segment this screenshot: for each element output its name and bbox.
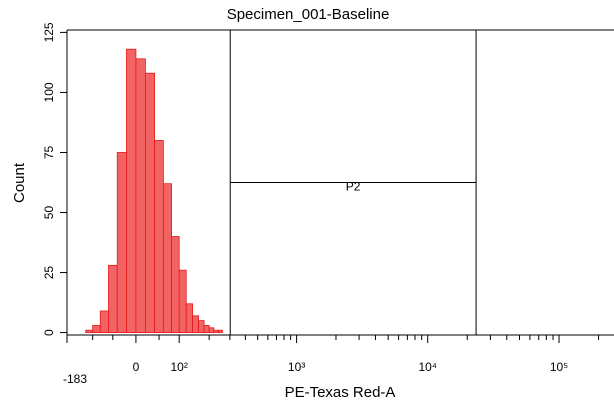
x-tick-label: 10² <box>171 360 188 374</box>
histogram-bar <box>92 324 101 333</box>
y-tick-label: 75 <box>42 145 56 159</box>
histogram-bar <box>192 315 199 333</box>
y-tick-label: 0 <box>42 329 56 336</box>
y-tick-label: 100 <box>42 82 56 102</box>
histogram-bar <box>144 72 156 333</box>
histogram-bar <box>85 329 94 333</box>
histogram-bar <box>126 48 137 333</box>
histogram-bar <box>135 58 146 333</box>
x-tick-label: 10³ <box>288 360 305 374</box>
chart-title: Specimen_001-Baseline <box>227 6 390 23</box>
y-tick-label: 125 <box>42 22 56 42</box>
histogram-bar <box>154 140 164 333</box>
x-tick-label: 10⁵ <box>550 360 568 374</box>
histogram-bar <box>213 329 219 333</box>
x-tick-label: -183 <box>63 372 87 386</box>
histogram-bar <box>178 269 187 333</box>
y-tick-label: 25 <box>42 266 56 280</box>
x-tick-label: 10⁴ <box>418 360 437 374</box>
histogram-bar <box>208 327 215 333</box>
histogram-bar <box>171 236 180 333</box>
histogram-bar <box>162 183 172 333</box>
histogram-bar <box>203 324 210 333</box>
histogram-bar <box>116 152 127 333</box>
histogram-bar <box>99 310 109 333</box>
histogram-bar <box>198 320 205 333</box>
gate-label: P2 <box>346 180 361 194</box>
x-axis-label: PE-Texas Red-A <box>285 384 396 401</box>
y-axis-label: Count <box>11 162 28 203</box>
x-tick-label: 0 <box>133 360 140 374</box>
histogram-bar <box>185 303 194 333</box>
histogram-bar <box>217 329 223 333</box>
y-tick-label: 50 <box>42 206 56 220</box>
histogram-bar <box>108 264 118 333</box>
